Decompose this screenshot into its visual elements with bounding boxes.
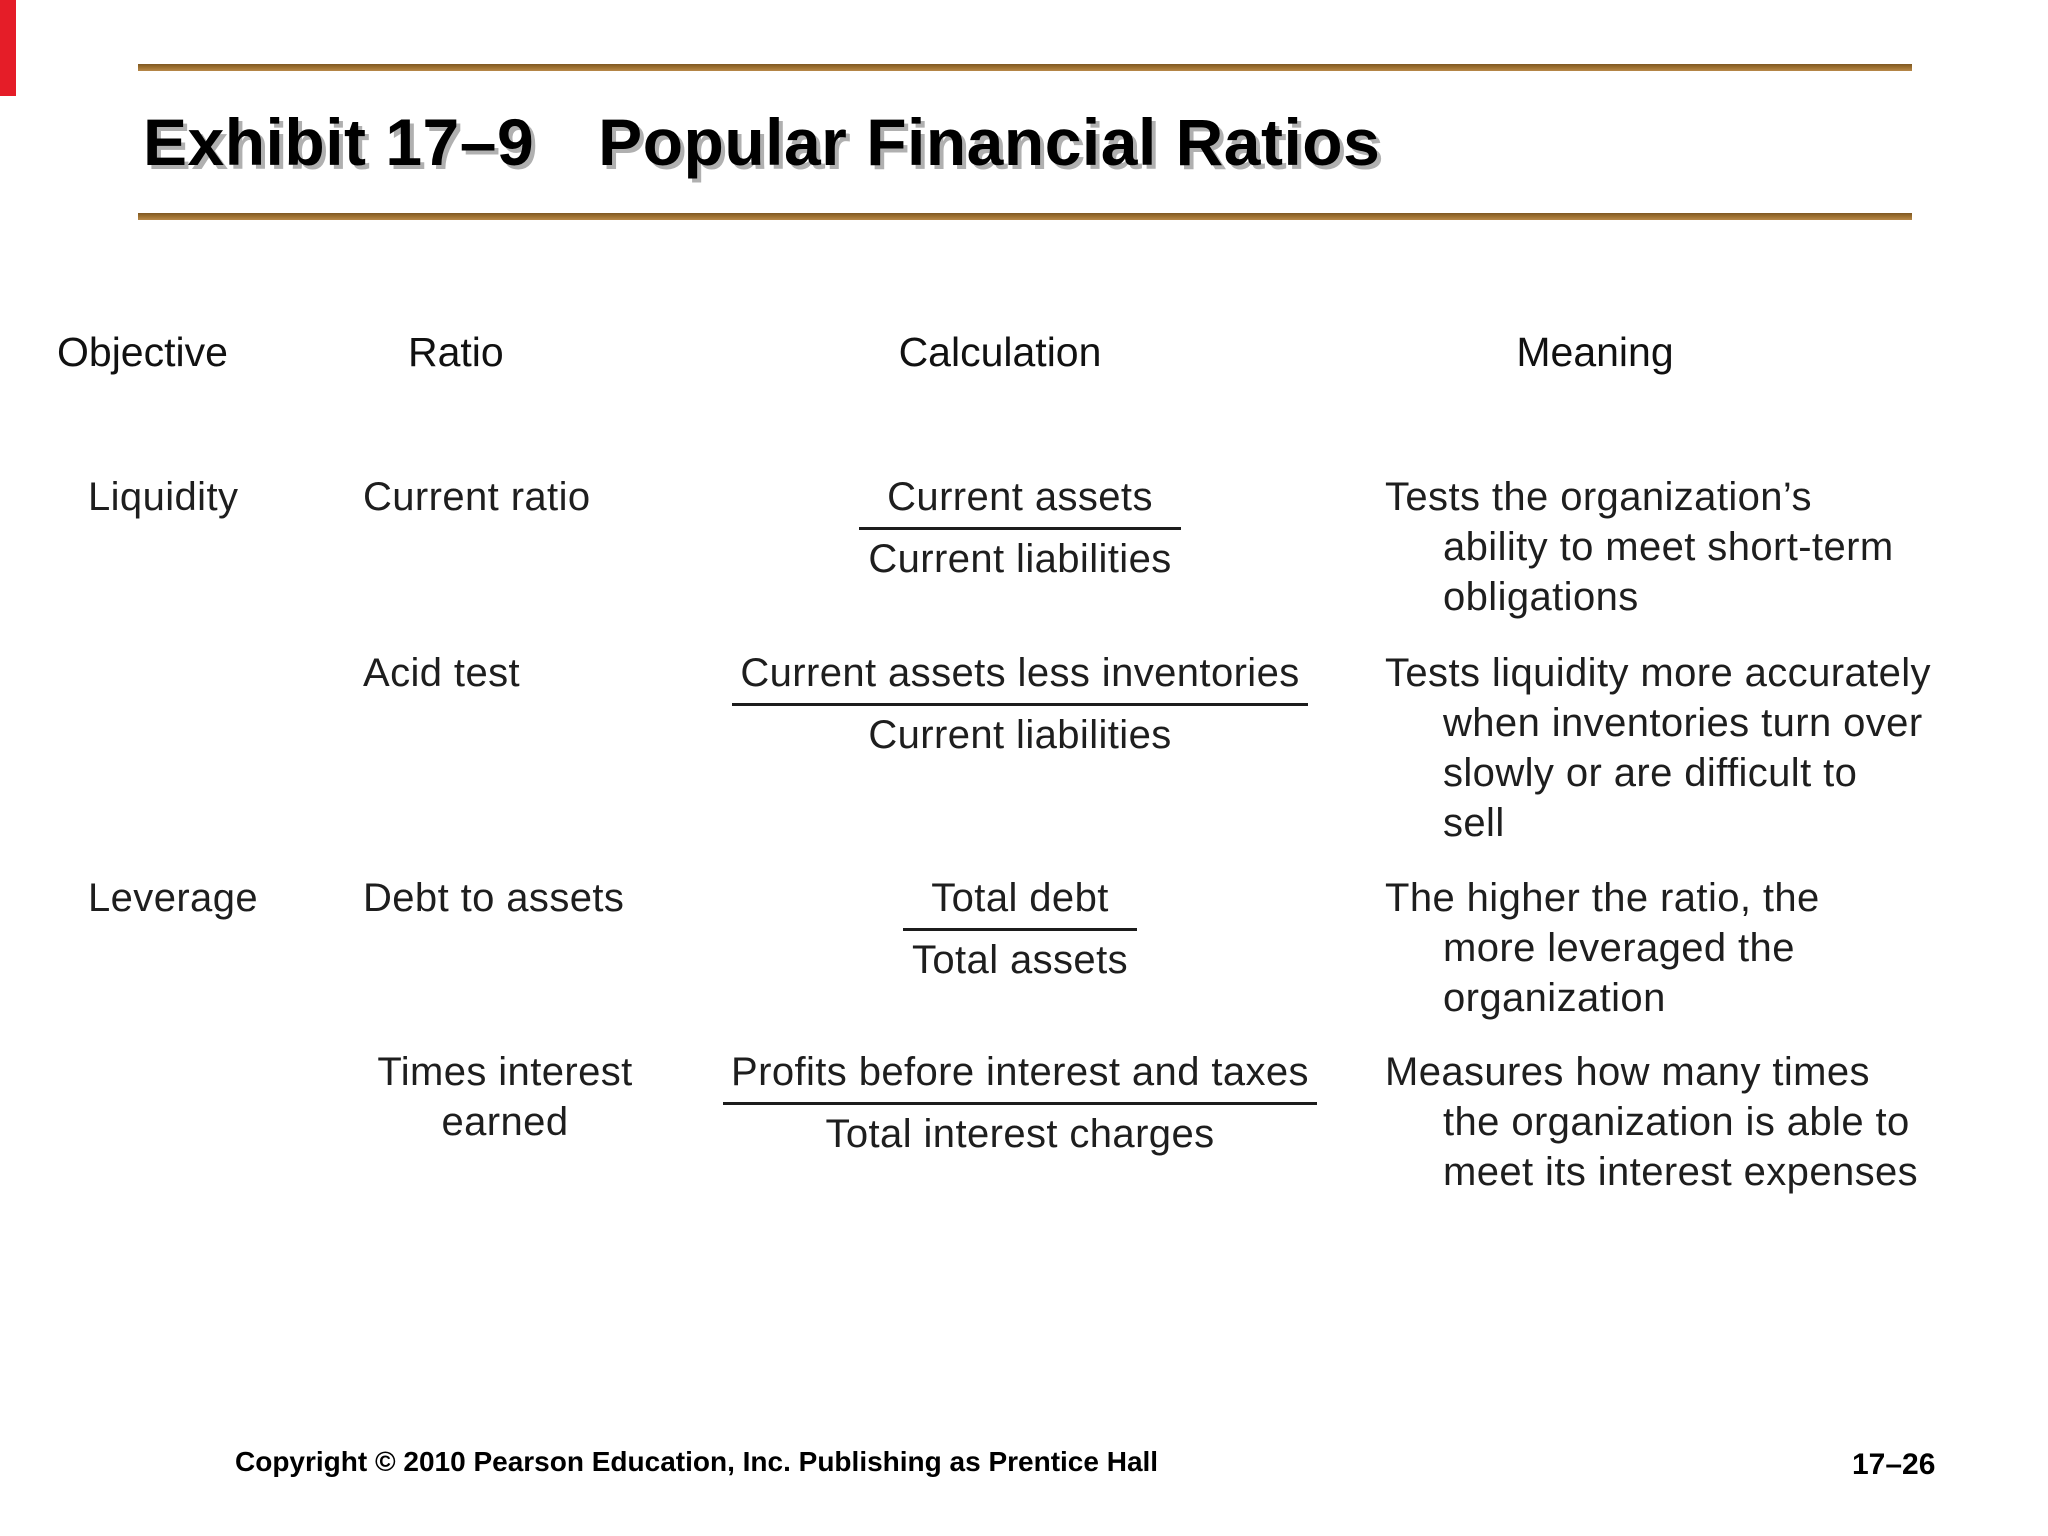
title-rule-top <box>138 64 1912 71</box>
ratio-line: earned <box>441 1100 569 1144</box>
calc-current-ratio: Current assets Current liabilities <box>690 472 1350 584</box>
exhibit-subject: Popular Financial Ratios <box>598 105 1381 179</box>
ratio-current-ratio: Current ratio <box>363 475 591 519</box>
slide-title: Exhibit 17–9 Popular Financial Ratios <box>143 104 1380 180</box>
meaning-current-ratio: Tests the organization’s ability to meet… <box>1385 472 2025 622</box>
meaning-line: the organization is able to <box>1443 1100 1910 1144</box>
copyright-notice: Copyright © 2010 Pearson Education, Inc.… <box>235 1446 1159 1477</box>
meaning-line: Tests the organization’s <box>1385 475 1812 519</box>
objective-leverage: Leverage <box>88 876 258 920</box>
page-number: 17–26 <box>1852 1448 1936 1481</box>
column-header-ratio: Ratio <box>408 329 504 375</box>
red-accent-bar <box>0 0 16 96</box>
column-header-calculation: Calculation <box>898 329 1102 375</box>
meaning-line: ability to meet short-term <box>1443 525 1894 569</box>
meaning-line: obligations <box>1443 575 1639 619</box>
calc-acid-test: Current assets less inventories Current … <box>690 648 1350 760</box>
meaning-line: organization <box>1443 976 1666 1020</box>
calc-times-interest-earned-numerator: Profits before interest and taxes <box>723 1047 1317 1105</box>
objective-liquidity: Liquidity <box>88 475 239 519</box>
column-header-objective: Objective <box>57 329 228 375</box>
title-rule-bottom <box>138 213 1912 220</box>
ratio-debt-to-assets: Debt to assets <box>363 876 625 920</box>
calc-debt-to-assets-numerator: Total debt <box>903 873 1137 931</box>
calc-times-interest-earned-denominator: Total interest charges <box>825 1112 1215 1156</box>
meaning-acid-test: Tests liquidity more accurately when inv… <box>1385 648 2025 848</box>
meaning-line: sell <box>1443 801 1505 845</box>
calc-times-interest-earned: Profits before interest and taxes Total … <box>690 1047 1350 1159</box>
meaning-line: Measures how many times <box>1385 1050 1870 1094</box>
meaning-times-interest-earned: Measures how many times the organization… <box>1385 1047 2025 1197</box>
ratio-times-interest-earned: Times interest earned <box>350 1047 660 1147</box>
ratio-line: Times interest <box>377 1050 633 1094</box>
meaning-line: slowly or are difficult to <box>1443 751 1858 795</box>
meaning-line: more leveraged the <box>1443 926 1795 970</box>
calc-debt-to-assets-denominator: Total assets <box>911 938 1128 982</box>
meaning-line: The higher the ratio, the <box>1385 876 1820 920</box>
exhibit-number: Exhibit 17–9 <box>143 105 535 179</box>
calc-current-ratio-denominator: Current liabilities <box>868 537 1172 581</box>
calc-acid-test-denominator: Current liabilities <box>868 713 1172 757</box>
calc-acid-test-numerator: Current assets less inventories <box>732 648 1308 706</box>
meaning-line: Tests liquidity more accurately <box>1385 651 1931 695</box>
calc-debt-to-assets: Total debt Total assets <box>690 873 1350 985</box>
meaning-line: meet its interest expenses <box>1443 1150 1919 1194</box>
meaning-debt-to-assets: The higher the ratio, the more leveraged… <box>1385 873 2025 1023</box>
ratio-acid-test: Acid test <box>363 651 520 695</box>
column-header-meaning: Meaning <box>1516 329 1674 375</box>
meaning-line: when inventories turn over <box>1443 701 1923 745</box>
calc-current-ratio-numerator: Current assets <box>859 472 1181 530</box>
